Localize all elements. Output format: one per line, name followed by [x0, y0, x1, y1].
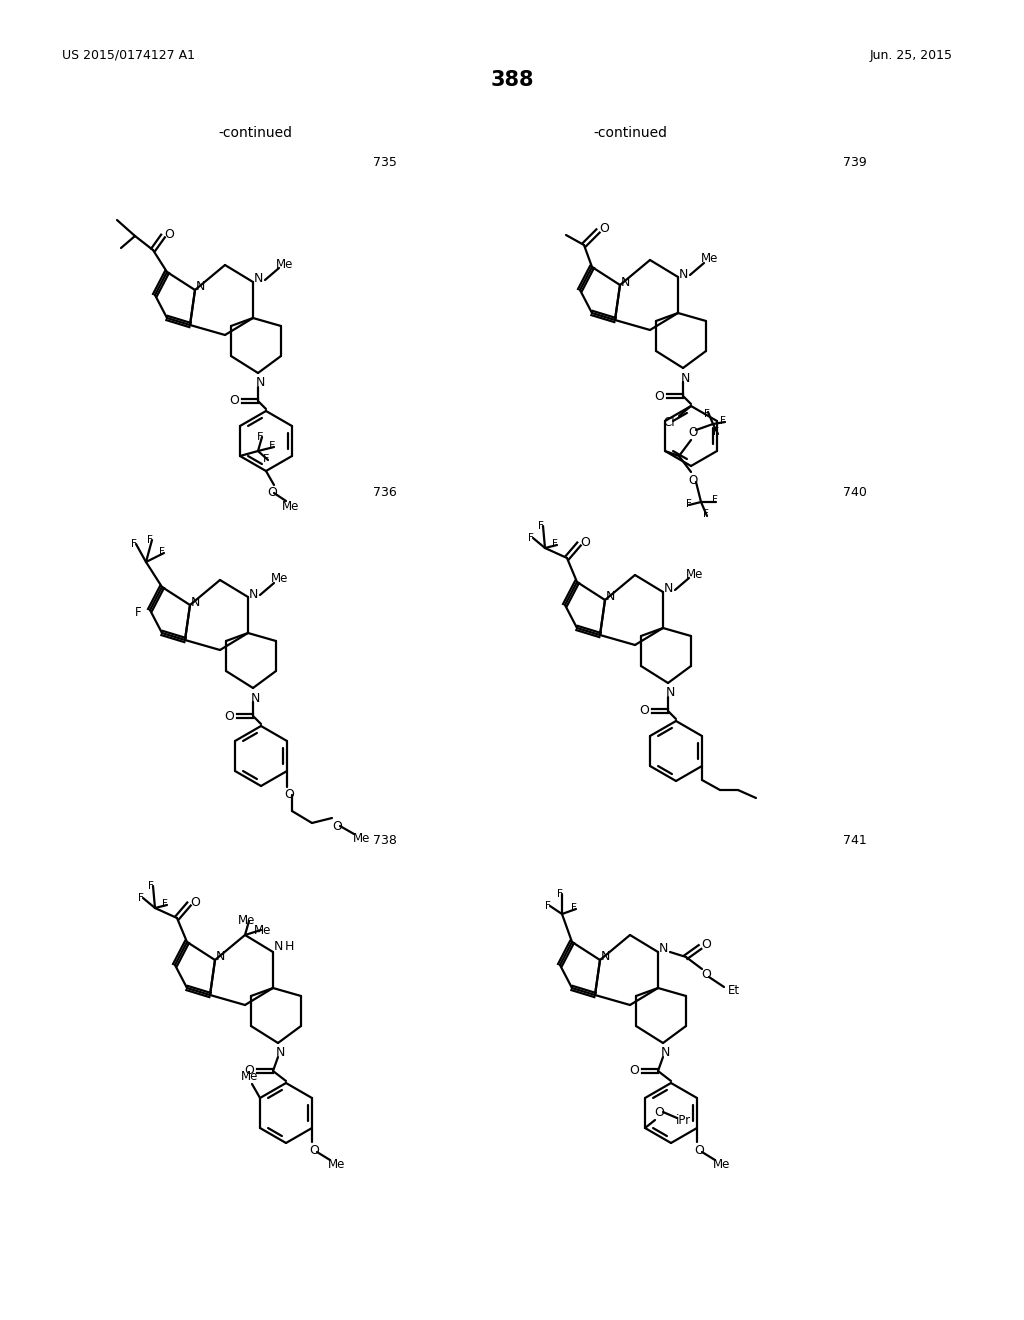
Text: N: N — [190, 595, 200, 609]
Text: N: N — [196, 281, 205, 293]
Text: F: F — [705, 409, 710, 418]
Text: Jun. 25, 2015: Jun. 25, 2015 — [870, 49, 953, 62]
Text: 388: 388 — [490, 70, 534, 90]
Text: Me: Me — [276, 257, 294, 271]
Text: O: O — [654, 1106, 664, 1118]
Text: N: N — [666, 686, 675, 700]
Text: Me: Me — [271, 573, 289, 586]
Text: 736: 736 — [373, 486, 396, 499]
Text: 740: 740 — [843, 486, 867, 499]
Text: O: O — [694, 1143, 703, 1156]
Text: N: N — [621, 276, 630, 289]
Text: N: N — [250, 692, 260, 705]
Text: F: F — [138, 894, 144, 903]
Text: O: O — [639, 705, 649, 718]
Text: Me: Me — [714, 1158, 731, 1171]
Text: -continued: -continued — [593, 125, 667, 140]
Text: O: O — [701, 969, 711, 982]
Text: N: N — [664, 582, 673, 595]
Text: F: F — [528, 533, 534, 543]
Text: N: N — [658, 942, 668, 956]
Text: O: O — [332, 820, 342, 833]
Text: N: N — [253, 272, 263, 285]
Text: F: F — [131, 539, 137, 549]
Text: F: F — [257, 432, 263, 442]
Text: N: N — [678, 268, 688, 281]
Text: O: O — [688, 474, 697, 487]
Text: O: O — [190, 895, 200, 908]
Text: O: O — [309, 1143, 318, 1156]
Text: O: O — [599, 223, 609, 235]
Text: Me: Me — [239, 915, 256, 928]
Text: F: F — [162, 899, 168, 909]
Text: Me: Me — [242, 1069, 259, 1082]
Text: O: O — [654, 389, 664, 403]
Text: F: F — [703, 510, 709, 519]
Text: O: O — [229, 395, 239, 408]
Text: F: F — [159, 546, 165, 557]
Text: 738: 738 — [373, 833, 397, 846]
Text: O: O — [580, 536, 590, 549]
Text: 735: 735 — [373, 156, 397, 169]
Text: 741: 741 — [843, 833, 866, 846]
Text: N: N — [248, 587, 258, 601]
Text: O: O — [701, 937, 711, 950]
Text: N: N — [273, 940, 283, 953]
Text: N: N — [215, 950, 224, 964]
Text: Me: Me — [701, 252, 719, 265]
Text: O: O — [629, 1064, 639, 1077]
Text: N: N — [680, 371, 690, 384]
Text: N: N — [660, 1047, 670, 1060]
Text: O: O — [224, 710, 233, 722]
Text: F: F — [269, 441, 275, 451]
Text: F: F — [712, 495, 718, 506]
Text: F: F — [552, 539, 558, 549]
Text: Me: Me — [254, 924, 271, 936]
Text: O: O — [284, 788, 294, 801]
Text: Et: Et — [728, 985, 740, 998]
Text: -continued: -continued — [218, 125, 292, 140]
Text: F: F — [571, 903, 577, 913]
Text: Me: Me — [283, 499, 300, 512]
Text: F: F — [713, 426, 719, 437]
Text: Me: Me — [353, 832, 371, 845]
Text: O: O — [688, 425, 697, 438]
Text: O: O — [164, 227, 174, 240]
Text: F: F — [545, 902, 551, 911]
Text: iPr: iPr — [676, 1114, 690, 1126]
Text: N: N — [255, 376, 264, 389]
Text: F: F — [147, 535, 153, 545]
Text: Me: Me — [329, 1158, 346, 1171]
Text: Cl: Cl — [664, 416, 675, 429]
Text: F: F — [720, 416, 726, 426]
Text: Me: Me — [686, 568, 703, 581]
Text: N: N — [600, 950, 609, 964]
Text: F: F — [538, 521, 544, 531]
Text: 739: 739 — [843, 156, 866, 169]
Text: F: F — [148, 880, 154, 891]
Text: F: F — [557, 888, 563, 899]
Text: US 2015/0174127 A1: US 2015/0174127 A1 — [62, 49, 195, 62]
Text: O: O — [267, 487, 276, 499]
Text: F: F — [135, 606, 141, 619]
Text: F: F — [263, 454, 269, 465]
Text: O: O — [244, 1064, 254, 1077]
Text: F: F — [686, 499, 692, 510]
Text: N: N — [275, 1047, 285, 1060]
Text: N: N — [605, 590, 614, 603]
Text: H: H — [285, 940, 294, 953]
